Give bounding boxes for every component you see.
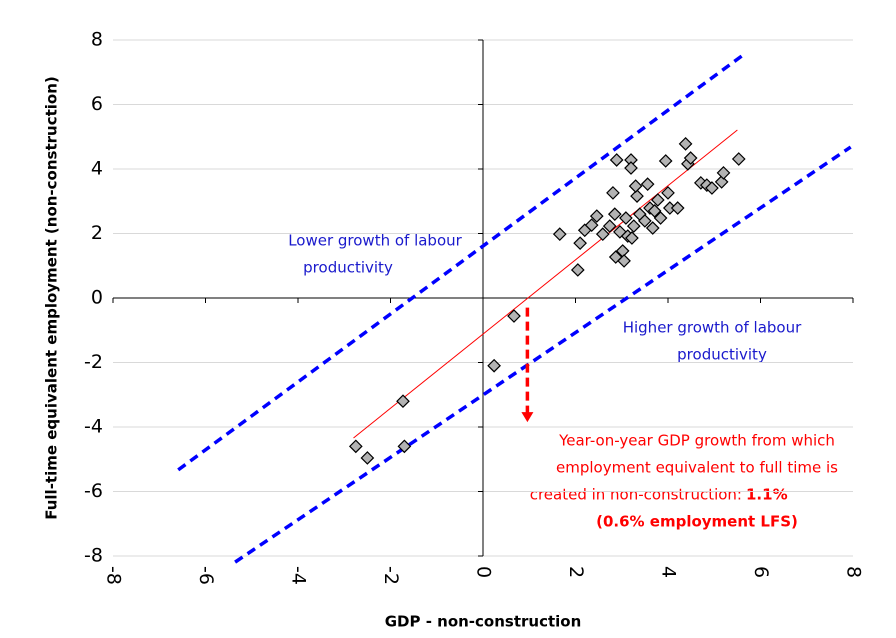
point (670, 201, 685, 215)
point (731, 152, 746, 166)
annotation: created in non-construction: (530, 486, 742, 504)
point (625, 231, 639, 245)
y-tick-label: -8 (84, 545, 103, 567)
y-axis-title: Full-time equivalent employment (non-con… (43, 76, 61, 520)
point (640, 177, 655, 192)
point (619, 211, 633, 225)
point (360, 451, 375, 465)
annotation: employment equivalent to full time is (556, 459, 838, 477)
point (602, 219, 617, 233)
reference-line (234, 145, 852, 564)
point (552, 227, 567, 241)
x-tick-label: -6 (195, 566, 217, 585)
annotation: (0.6% employment LFS) (596, 513, 798, 531)
y-tick-label: 4 (91, 158, 103, 180)
y-tick-label: 2 (91, 222, 103, 244)
point (716, 166, 731, 180)
y-tick-label: 0 (91, 287, 103, 309)
point (570, 263, 585, 277)
point (628, 179, 643, 193)
point (714, 175, 729, 189)
x-tick-label: -4 (288, 566, 310, 585)
x-axis-title: GDP - non-construction (385, 613, 582, 631)
annotation: productivity (677, 346, 767, 364)
reference-line (177, 53, 744, 472)
point (606, 186, 620, 200)
point (487, 358, 501, 373)
annotation: 1.1% (746, 486, 788, 504)
point (653, 211, 668, 225)
point (617, 254, 631, 268)
annotation: Lower growth of labour (288, 232, 462, 250)
point (609, 153, 624, 167)
point (638, 214, 652, 228)
annotation: productivity (303, 259, 393, 277)
x-tick-label: -2 (380, 566, 402, 585)
point (678, 136, 693, 151)
annotation: Year-on-year GDP growth from which (558, 432, 835, 450)
point (624, 161, 638, 175)
point (507, 309, 521, 323)
point (683, 151, 698, 165)
y-tick-label: -2 (84, 351, 103, 373)
point (645, 221, 660, 235)
y-tick-label: -6 (84, 480, 103, 502)
point (397, 439, 412, 454)
point (607, 207, 622, 221)
point (647, 204, 662, 218)
x-tick-label: 6 (750, 566, 772, 578)
x-tick-label: -8 (103, 566, 125, 585)
point (595, 227, 610, 241)
point (348, 439, 363, 454)
point (396, 394, 410, 409)
point (661, 186, 675, 200)
y-tick-label: 8 (91, 29, 103, 51)
x-tick-label: 8 (843, 566, 865, 578)
point (705, 181, 719, 195)
x-tick-label: 4 (658, 566, 680, 578)
x-tick-label: 2 (565, 566, 587, 578)
point (626, 219, 641, 233)
y-tick-label: -4 (84, 416, 103, 438)
x-tick-label: 0 (473, 566, 495, 578)
point (584, 218, 599, 232)
point (658, 154, 673, 168)
point (630, 189, 644, 203)
point (573, 236, 587, 251)
point (650, 193, 665, 207)
annotation: Higher growth of labour (623, 319, 802, 337)
reference-line (353, 129, 738, 439)
y-tick-label: 6 (91, 93, 103, 115)
arrow-head (521, 412, 534, 423)
point (589, 209, 604, 223)
